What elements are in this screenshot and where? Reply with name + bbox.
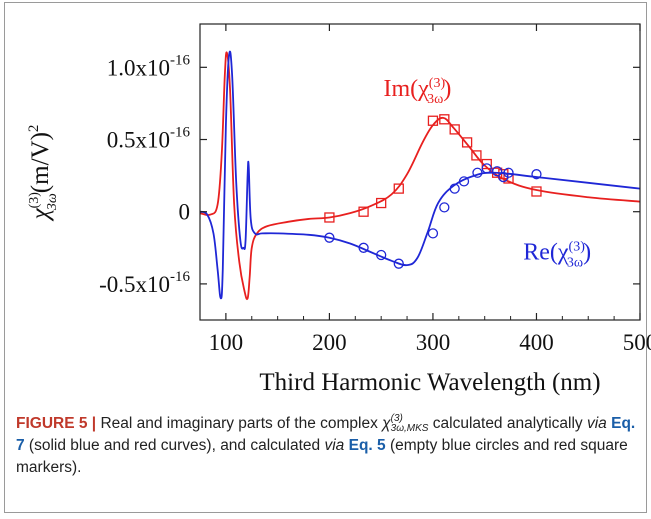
- re-circle-marker: [439, 202, 450, 213]
- re-circle-marker: [481, 163, 492, 174]
- x-tick-label: 100: [209, 330, 244, 355]
- im-square-marker: [439, 114, 450, 125]
- caption-via-2: via: [324, 437, 345, 454]
- y-tick-label: 1.0x10-16: [107, 52, 191, 80]
- im-square-marker: [427, 115, 439, 126]
- im-square-marker: [324, 212, 335, 223]
- re-circle-marker: [531, 169, 542, 180]
- chart: 100 200 300 400 500 1.0x10-16 0.5x10-16 0 -0.5x1…: [26, 23, 651, 396]
- figure-frame: [4, 2, 647, 513]
- re-curve-label: Re(χ(3) 3ω): [523, 239, 591, 270]
- im-square-marker: [481, 158, 492, 170]
- y-tick-label: 0.5x10-16: [107, 125, 191, 153]
- im-square-marker: [358, 206, 369, 217]
- im-square-marker: [376, 197, 387, 209]
- re-circle-marker: [324, 232, 335, 243]
- x-tick-label: 500: [623, 330, 651, 355]
- re-circle-marker: [393, 258, 404, 269]
- plot-area-border: [199, 23, 641, 321]
- im-curve: [200, 51, 640, 301]
- x-tick-label: 400: [519, 330, 554, 355]
- im-square-marker: [471, 150, 482, 161]
- caption-text-2: calculated analytically: [428, 415, 587, 432]
- re-circle-marker: [358, 242, 369, 253]
- re-curve: [200, 50, 640, 300]
- x-axis-title: Third Harmonic Wavelength (nm): [259, 369, 600, 396]
- caption-eq5-link[interactable]: Eq. 5: [348, 437, 386, 454]
- caption-text-1: Real and imaginary parts of the complex: [96, 415, 383, 432]
- re-circle-marker: [491, 166, 503, 177]
- figure-caption: FIGURE 5 | Real and imaginary parts of t…: [16, 413, 636, 479]
- y-axis-title: χ(3) 3ω(m/V)2: [26, 125, 60, 222]
- x-tick-label: 300: [416, 330, 451, 355]
- caption-chi-symbol: χ (3) 3ω,MKS: [382, 412, 429, 434]
- re-circle-marker: [458, 176, 470, 187]
- y-tick-label: 0: [179, 200, 191, 225]
- im-square-marker: [531, 186, 542, 197]
- caption-label: FIGURE 5 |: [16, 415, 97, 432]
- caption-text-6: (empty blue circles and red square marke…: [16, 437, 628, 476]
- im-square-marker: [449, 124, 460, 135]
- re-circle-marker: [503, 167, 514, 178]
- re-circle-marker: [449, 183, 460, 194]
- im-square-marker: [461, 137, 473, 148]
- re-circle-marker: [427, 228, 439, 239]
- im-curve-label: Im(χ(3) 3ω): [383, 76, 451, 107]
- y-tick-label: -0.5x10-16: [99, 269, 190, 297]
- caption-eq7-link[interactable]: Eq. 7: [16, 415, 636, 454]
- im-square-marker: [393, 183, 404, 194]
- caption-via-1: via: [586, 415, 607, 432]
- caption-text-4: (solid blue and red curves), and calcula…: [24, 437, 325, 454]
- re-circle-marker: [472, 167, 483, 178]
- x-tick-label: 200: [312, 330, 347, 355]
- re-circle-marker: [376, 249, 387, 261]
